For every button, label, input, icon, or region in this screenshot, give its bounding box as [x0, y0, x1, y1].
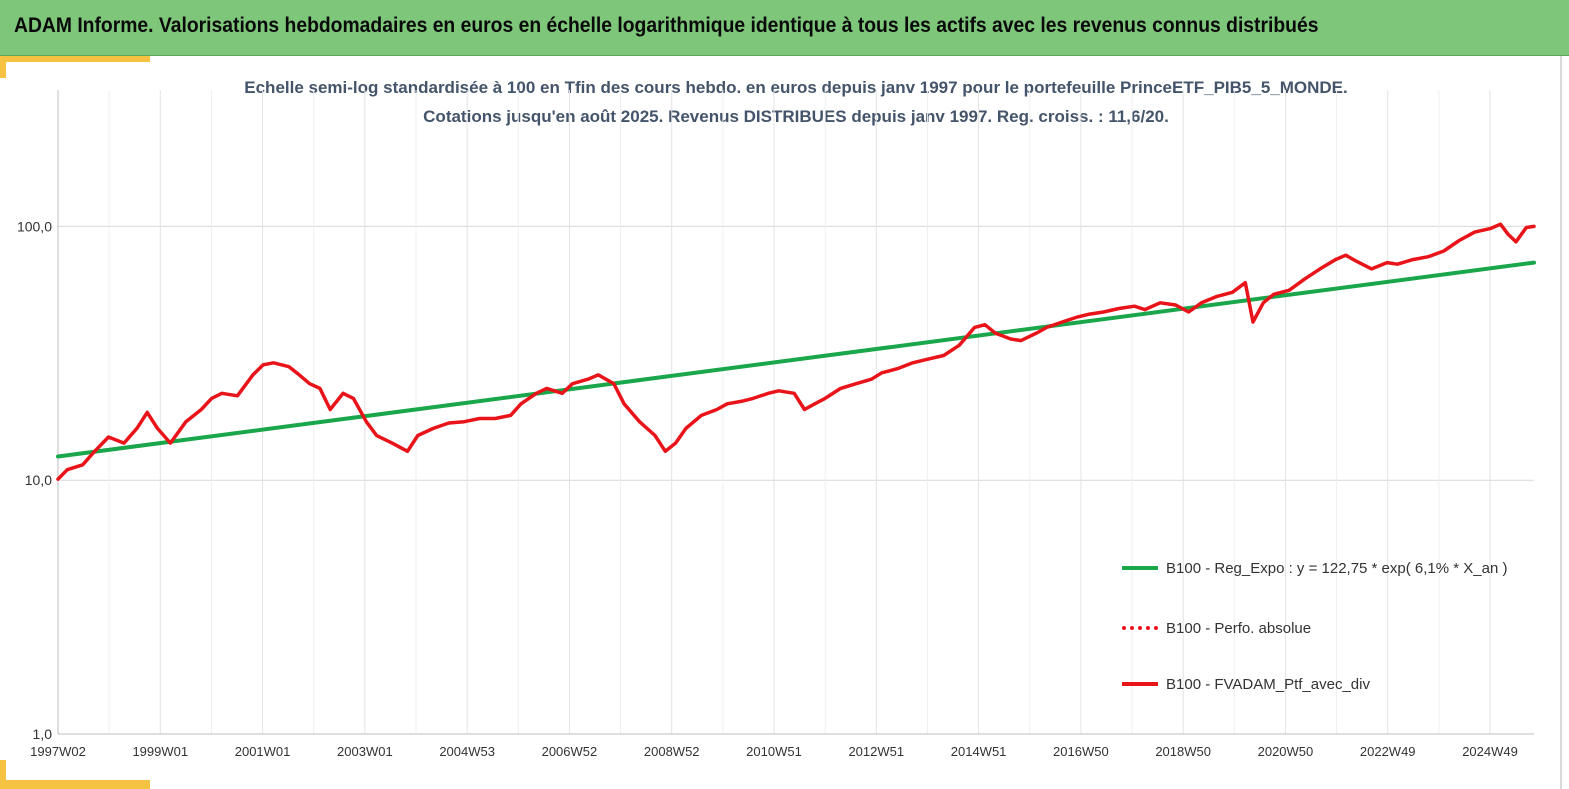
header-banner: ADAM Informe. Valorisations hebdomadaire… — [0, 0, 1569, 56]
y-tick-label-2: 100,0 — [17, 218, 52, 234]
x-tick-label-6: 2008W52 — [644, 744, 700, 759]
x-tick-label-3: 2003W01 — [337, 744, 393, 759]
legend-entry-portfolio: B100 - FVADAM_Ptf_avec_div — [1122, 672, 1370, 696]
chart-legend: B100 - Reg_Expo : y = 122,75 * exp( 6,1%… — [1122, 556, 1552, 706]
corner-accent-top — [0, 56, 150, 62]
x-tick-label-5: 2006W52 — [542, 744, 598, 759]
corner-accent-top-vertical — [0, 56, 6, 78]
legend-entry-perfo-absolue: B100 - Perfo. absolue — [1122, 616, 1311, 640]
y-tick-label-0: 1,0 — [33, 726, 53, 742]
legend-label-portfolio: B100 - FVADAM_Ptf_avec_div — [1166, 675, 1370, 693]
x-tick-label-8: 2012W51 — [848, 744, 904, 759]
x-tick-label-4: 2004W53 — [439, 744, 495, 759]
x-tick-label-2: 2001W01 — [235, 744, 291, 759]
legend-swatch-regression — [1122, 566, 1158, 570]
plot-area — [58, 150, 1534, 734]
legend-label-perfo-absolue: B100 - Perfo. absolue — [1166, 619, 1312, 637]
legend-swatch-portfolio — [1122, 682, 1158, 686]
x-tick-label-13: 2022W49 — [1360, 744, 1416, 759]
x-tick-label-12: 2020W50 — [1258, 744, 1314, 759]
chart-title-line-2: Cotations jusqu'en août 2025. Revenus DI… — [423, 107, 1169, 126]
x-tick-label-1: 1999W01 — [132, 744, 188, 759]
corner-accent-bottom — [0, 780, 150, 789]
chart-title-line-1: Echelle semi-log standardisée à 100 en T… — [244, 78, 1348, 97]
legend-entry-regression: B100 - Reg_Expo : y = 122,75 * exp( 6,1%… — [1122, 556, 1507, 580]
x-tick-label-9: 2014W51 — [951, 744, 1007, 759]
y-tick-label-1: 10,0 — [25, 472, 52, 488]
x-tick-label-10: 2016W50 — [1053, 744, 1109, 759]
x-tick-label-11: 2018W50 — [1155, 744, 1211, 759]
banner-title: ADAM Informe. Valorisations hebdomadaire… — [14, 14, 1319, 37]
corner-accent-bottom-vertical — [0, 760, 6, 789]
series-line-0 — [56, 260, 1536, 459]
x-tick-label-7: 2010W51 — [746, 744, 802, 759]
x-tick-label-0: 1997W02 — [30, 744, 86, 759]
legend-label-regression: B100 - Reg_Expo : y = 122,75 * exp( 6,1%… — [1166, 559, 1508, 577]
x-tick-label-14: 2024W49 — [1462, 744, 1518, 759]
legend-swatch-perfo-absolue — [1122, 626, 1158, 630]
frame-right-border — [1560, 56, 1562, 789]
series-line-2 — [56, 222, 1536, 481]
